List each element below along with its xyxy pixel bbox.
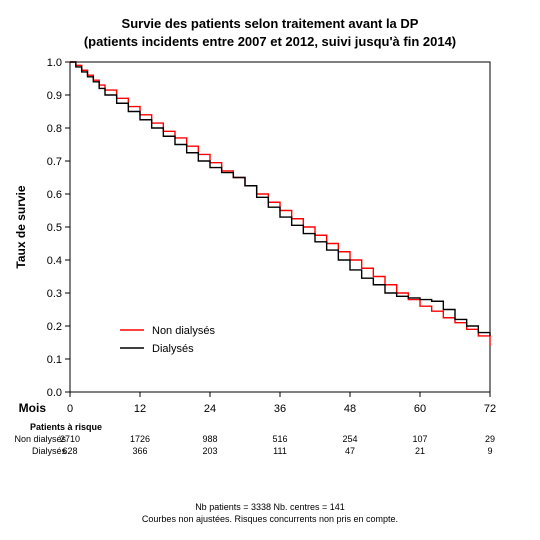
ytick-label: 0.2 xyxy=(47,321,62,333)
risk-value: 9 xyxy=(487,446,492,456)
footer-2: Courbes non ajustées. Risques concurrent… xyxy=(142,514,398,524)
risk-row-label: Dialysés xyxy=(32,446,67,456)
risk-row-label: Non dialysés xyxy=(14,434,66,444)
ytick-label: 0.7 xyxy=(47,156,62,168)
risk-value: 1726 xyxy=(130,434,150,444)
ytick-label: 0.6 xyxy=(47,189,62,201)
risk-header: Patients à risque xyxy=(30,422,102,432)
risk-value: 29 xyxy=(485,434,495,444)
ytick-label: 0.0 xyxy=(47,387,62,399)
risk-value: 21 xyxy=(415,446,425,456)
risk-value: 628 xyxy=(62,446,77,456)
risk-value: 254 xyxy=(342,434,357,444)
risk-value: 47 xyxy=(345,446,355,456)
footer-1: Nb patients = 3338 Nb. centres = 141 xyxy=(195,502,345,512)
risk-value: 2710 xyxy=(60,434,80,444)
y-axis-label: Taux de survie xyxy=(14,185,28,268)
xtick-label: 0 xyxy=(67,403,73,415)
chart-title-1: Survie des patients selon traitement ava… xyxy=(122,16,419,31)
survival-chart: Survie des patients selon traitement ava… xyxy=(0,0,540,540)
ytick-label: 0.3 xyxy=(47,288,62,300)
risk-value: 988 xyxy=(202,434,217,444)
risk-value: 111 xyxy=(273,446,287,456)
risk-value: 203 xyxy=(202,446,217,456)
xtick-label: 36 xyxy=(274,403,286,415)
chart-title-2: (patients incidents entre 2007 et 2012, … xyxy=(84,34,456,49)
ytick-label: 0.5 xyxy=(47,222,62,234)
ytick-label: 0.1 xyxy=(47,354,62,366)
ytick-label: 0.4 xyxy=(47,255,62,267)
legend-label: Non dialysés xyxy=(152,325,215,337)
xtick-label: 60 xyxy=(414,403,426,415)
risk-value: 107 xyxy=(412,434,427,444)
x-axis-label: Mois xyxy=(19,401,47,415)
risk-value: 516 xyxy=(272,434,287,444)
ytick-label: 1.0 xyxy=(47,57,62,69)
risk-value: 366 xyxy=(132,446,147,456)
legend-label: Dialysés xyxy=(152,343,194,355)
xtick-label: 12 xyxy=(134,403,146,415)
ytick-label: 0.9 xyxy=(47,90,62,102)
xtick-label: 48 xyxy=(344,403,356,415)
xtick-label: 24 xyxy=(204,403,216,415)
xtick-label: 72 xyxy=(484,403,496,415)
ytick-label: 0.8 xyxy=(47,123,62,135)
